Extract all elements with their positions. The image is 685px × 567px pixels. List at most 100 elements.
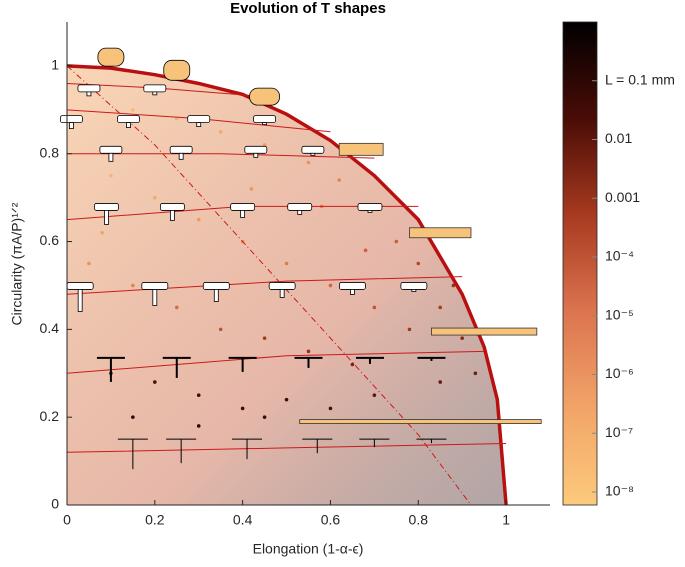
colorbar-tick-label: 10⁻⁸	[605, 483, 634, 499]
y-axis-label: Circularity (πA/P)¹ᐟ²	[9, 202, 25, 325]
glyph-bar	[169, 145, 193, 154]
glyph-stem	[350, 289, 355, 295]
point	[473, 371, 478, 376]
y-tick-label: 0.4	[40, 320, 60, 336]
glyph-stem	[310, 152, 316, 156]
point	[196, 217, 201, 222]
point	[174, 116, 179, 121]
glyph-bar	[143, 84, 167, 93]
curve	[66, 276, 463, 295]
point	[394, 239, 399, 244]
point	[438, 305, 443, 310]
glyph-stem	[68, 122, 74, 129]
glyph-bar	[77, 84, 101, 93]
colorbar-tick-label: 10⁻⁵	[605, 306, 634, 322]
point	[363, 248, 368, 253]
glyph-stem	[77, 289, 83, 312]
point	[451, 283, 456, 288]
curve	[66, 443, 507, 453]
glyph-blob	[249, 87, 280, 106]
glyph-stem	[213, 289, 219, 302]
point	[306, 160, 311, 165]
point	[218, 327, 223, 332]
y-tick-label: 0.8	[40, 144, 60, 160]
point	[460, 336, 464, 340]
curve	[66, 64, 508, 506]
x-tick-label: 0.2	[145, 512, 165, 528]
point	[328, 406, 333, 411]
x-tick-label: 0	[63, 512, 71, 528]
glyph-bar	[99, 145, 123, 154]
glyph-stem	[262, 122, 267, 125]
point	[218, 129, 223, 134]
shape-glyphs	[59, 47, 542, 470]
glyph-bar-long	[299, 419, 542, 424]
y-tick-label: 0.6	[40, 232, 60, 248]
point	[284, 261, 289, 266]
y-tick-label: 0.2	[40, 408, 60, 424]
glyph-bar	[357, 203, 383, 211]
glyph-bar	[301, 145, 325, 154]
glyph-blob	[163, 59, 191, 81]
y-tick-label: 1	[51, 57, 59, 73]
point	[240, 406, 245, 411]
point	[372, 393, 377, 398]
glyph-stem	[126, 122, 131, 128]
glyph-blob	[97, 47, 125, 67]
point	[131, 415, 135, 419]
glyph-stem	[240, 210, 246, 218]
glyph-stem	[253, 152, 259, 158]
point	[109, 173, 113, 178]
point	[337, 178, 342, 182]
point	[407, 327, 412, 332]
glyph-bar	[59, 115, 83, 123]
glyph-stem	[108, 152, 114, 162]
point	[284, 397, 289, 402]
point	[262, 143, 267, 147]
glyph-stem	[411, 289, 417, 292]
glyph-bar	[187, 115, 211, 123]
point	[262, 415, 267, 419]
glyph-stem	[297, 210, 303, 215]
glyph-bar	[268, 282, 296, 290]
point	[174, 305, 179, 310]
glyph-bar-long	[338, 142, 384, 156]
glyph-bar	[253, 115, 276, 123]
point	[249, 187, 254, 191]
glyph-bar	[244, 145, 268, 154]
colorbar	[562, 21, 598, 506]
glyph-bar-long	[409, 227, 472, 239]
glyph-bar	[94, 203, 119, 211]
colorbar-tick-label: L = 0.1 mm	[605, 71, 675, 87]
point	[306, 349, 311, 354]
glyph-bar	[117, 115, 140, 123]
glyph-bar	[202, 282, 230, 290]
x-tick-label: 0.4	[233, 512, 253, 528]
x-tick-label: 0.6	[321, 512, 341, 528]
point	[131, 283, 135, 288]
colorbar-tick-label: 10⁻⁶	[605, 365, 634, 381]
colorbar-tick-label: 0.01	[605, 130, 632, 146]
glyph-bar	[141, 282, 169, 290]
point	[262, 336, 267, 340]
glyph-stem	[367, 210, 373, 213]
point	[153, 195, 157, 200]
colorbar-tick-label: 10⁻⁷	[605, 424, 633, 440]
y-tick-label: 0	[51, 496, 59, 512]
point	[87, 261, 91, 266]
glyph-bar	[66, 282, 94, 290]
glyph-stem	[279, 289, 285, 298]
glyph-bar-long	[431, 327, 538, 336]
glyph-bar	[230, 203, 256, 211]
point	[328, 283, 333, 288]
colorbar-tick-label: 10⁻⁴	[605, 248, 634, 264]
colorbar-tick-label: 0.001	[605, 189, 640, 205]
glyph-stem	[152, 91, 158, 96]
point	[438, 380, 443, 384]
glyph-bar	[339, 282, 366, 290]
glyph-stem	[104, 210, 109, 225]
point	[196, 424, 201, 428]
glyph-bar	[159, 203, 185, 211]
point	[100, 230, 104, 235]
